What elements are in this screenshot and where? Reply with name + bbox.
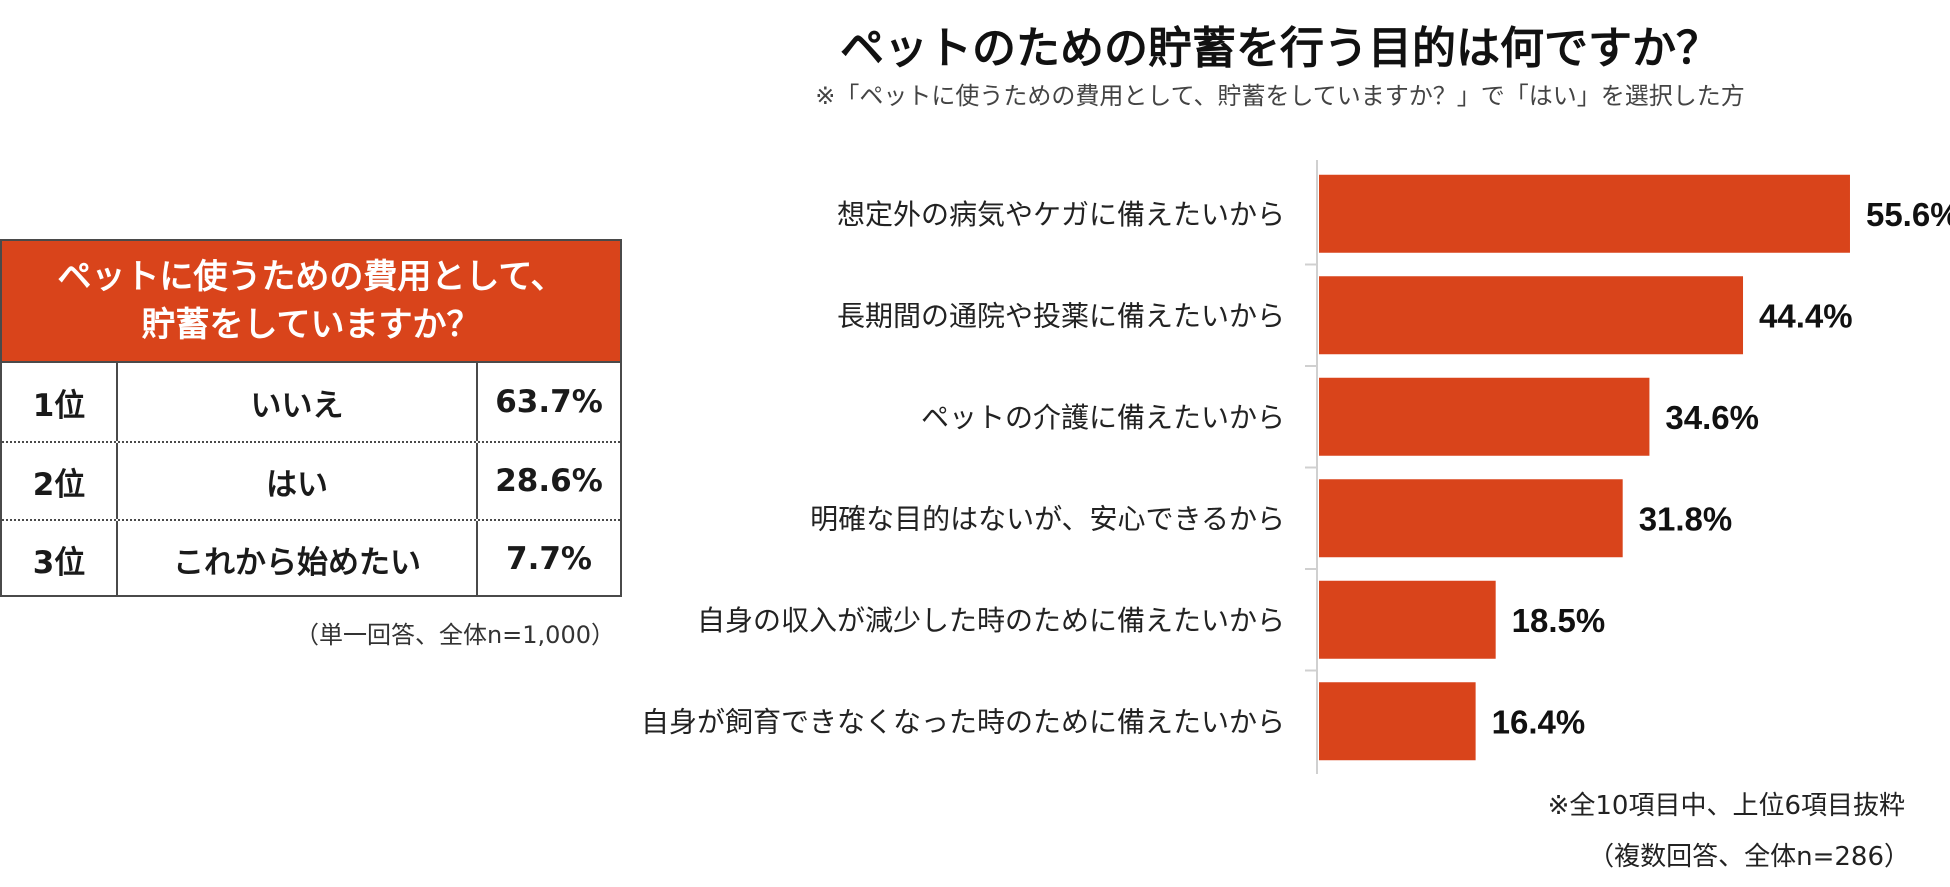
rank-table-header: ペットに使うための費用として、 貯蓄をしていますか？: [2, 241, 620, 363]
bar: [1319, 377, 1650, 456]
percent-cell: 7.7%: [506, 541, 592, 577]
data-label: 55.6%: [1866, 196, 1950, 233]
data-label: 44.4%: [1759, 297, 1853, 334]
data-label: 18.5%: [1512, 602, 1606, 639]
answer-cell: はい: [118, 443, 478, 519]
category-label: 明確な目的はないが、安心できるから: [810, 502, 1285, 535]
data-label: 16.4%: [1492, 703, 1586, 740]
rank-header-line1: ペットに使うための費用として、: [57, 257, 565, 297]
bar: [1319, 580, 1496, 659]
chart-subtitle: ※「ペットに使うための費用として、貯蓄をしていますか？」で「はい」を選択した方: [815, 82, 1745, 110]
rank-cell: 2位: [2, 443, 118, 519]
category-label: 自身が飼育できなくなった時のために備えたいから: [641, 705, 1285, 738]
category-label: ペットの介護に備えたいから: [921, 401, 1285, 434]
rank-table: ペットに使うための費用として、 貯蓄をしていますか？ 1位 いいえ 63.7% …: [0, 239, 622, 597]
chart-title: ペットのための貯蓄を行う目的は何ですか？: [840, 23, 1720, 74]
data-label: 34.6%: [1665, 399, 1759, 436]
category-label: 長期間の通院や投薬に備えたいから: [837, 299, 1285, 332]
category-label: 想定外の病気やケガに備えたいから: [837, 198, 1285, 231]
table-row: 3位 これから始めたい 7.7%: [2, 519, 620, 597]
bar: [1319, 276, 1744, 355]
percent-cell: 28.6%: [495, 463, 603, 499]
rank-cell: 1位: [2, 363, 118, 441]
table-sample-note: （単一回答、全体n=1,000）: [294, 621, 615, 649]
table-row: 2位 はい 28.6%: [2, 441, 620, 519]
rank-cell: 3位: [2, 521, 118, 597]
chart-note: ※全10項目中、上位6項目抜粋: [1547, 791, 1905, 821]
bar-series: 想定外の病気やケガに備えたいから 55.6% 長期間の通院や投薬に備えたいから 44.…: [641, 174, 1950, 761]
bar: [1319, 479, 1623, 558]
percent-cell: 63.7%: [495, 384, 603, 420]
answer-cell: これから始めたい: [118, 521, 478, 597]
table-row: 1位 いいえ 63.7%: [2, 363, 620, 441]
category-label: 自身の収入が減少した時のために備えたいから: [697, 604, 1285, 637]
answer-cell: いいえ: [118, 363, 478, 441]
bar: [1319, 174, 1850, 253]
data-label: 31.8%: [1639, 500, 1733, 537]
chart-sample-note: （複数回答、全体n=286）: [1588, 842, 1910, 872]
rank-header-line2: 貯蓄をしていますか？: [141, 305, 481, 345]
bar: [1319, 682, 1476, 761]
